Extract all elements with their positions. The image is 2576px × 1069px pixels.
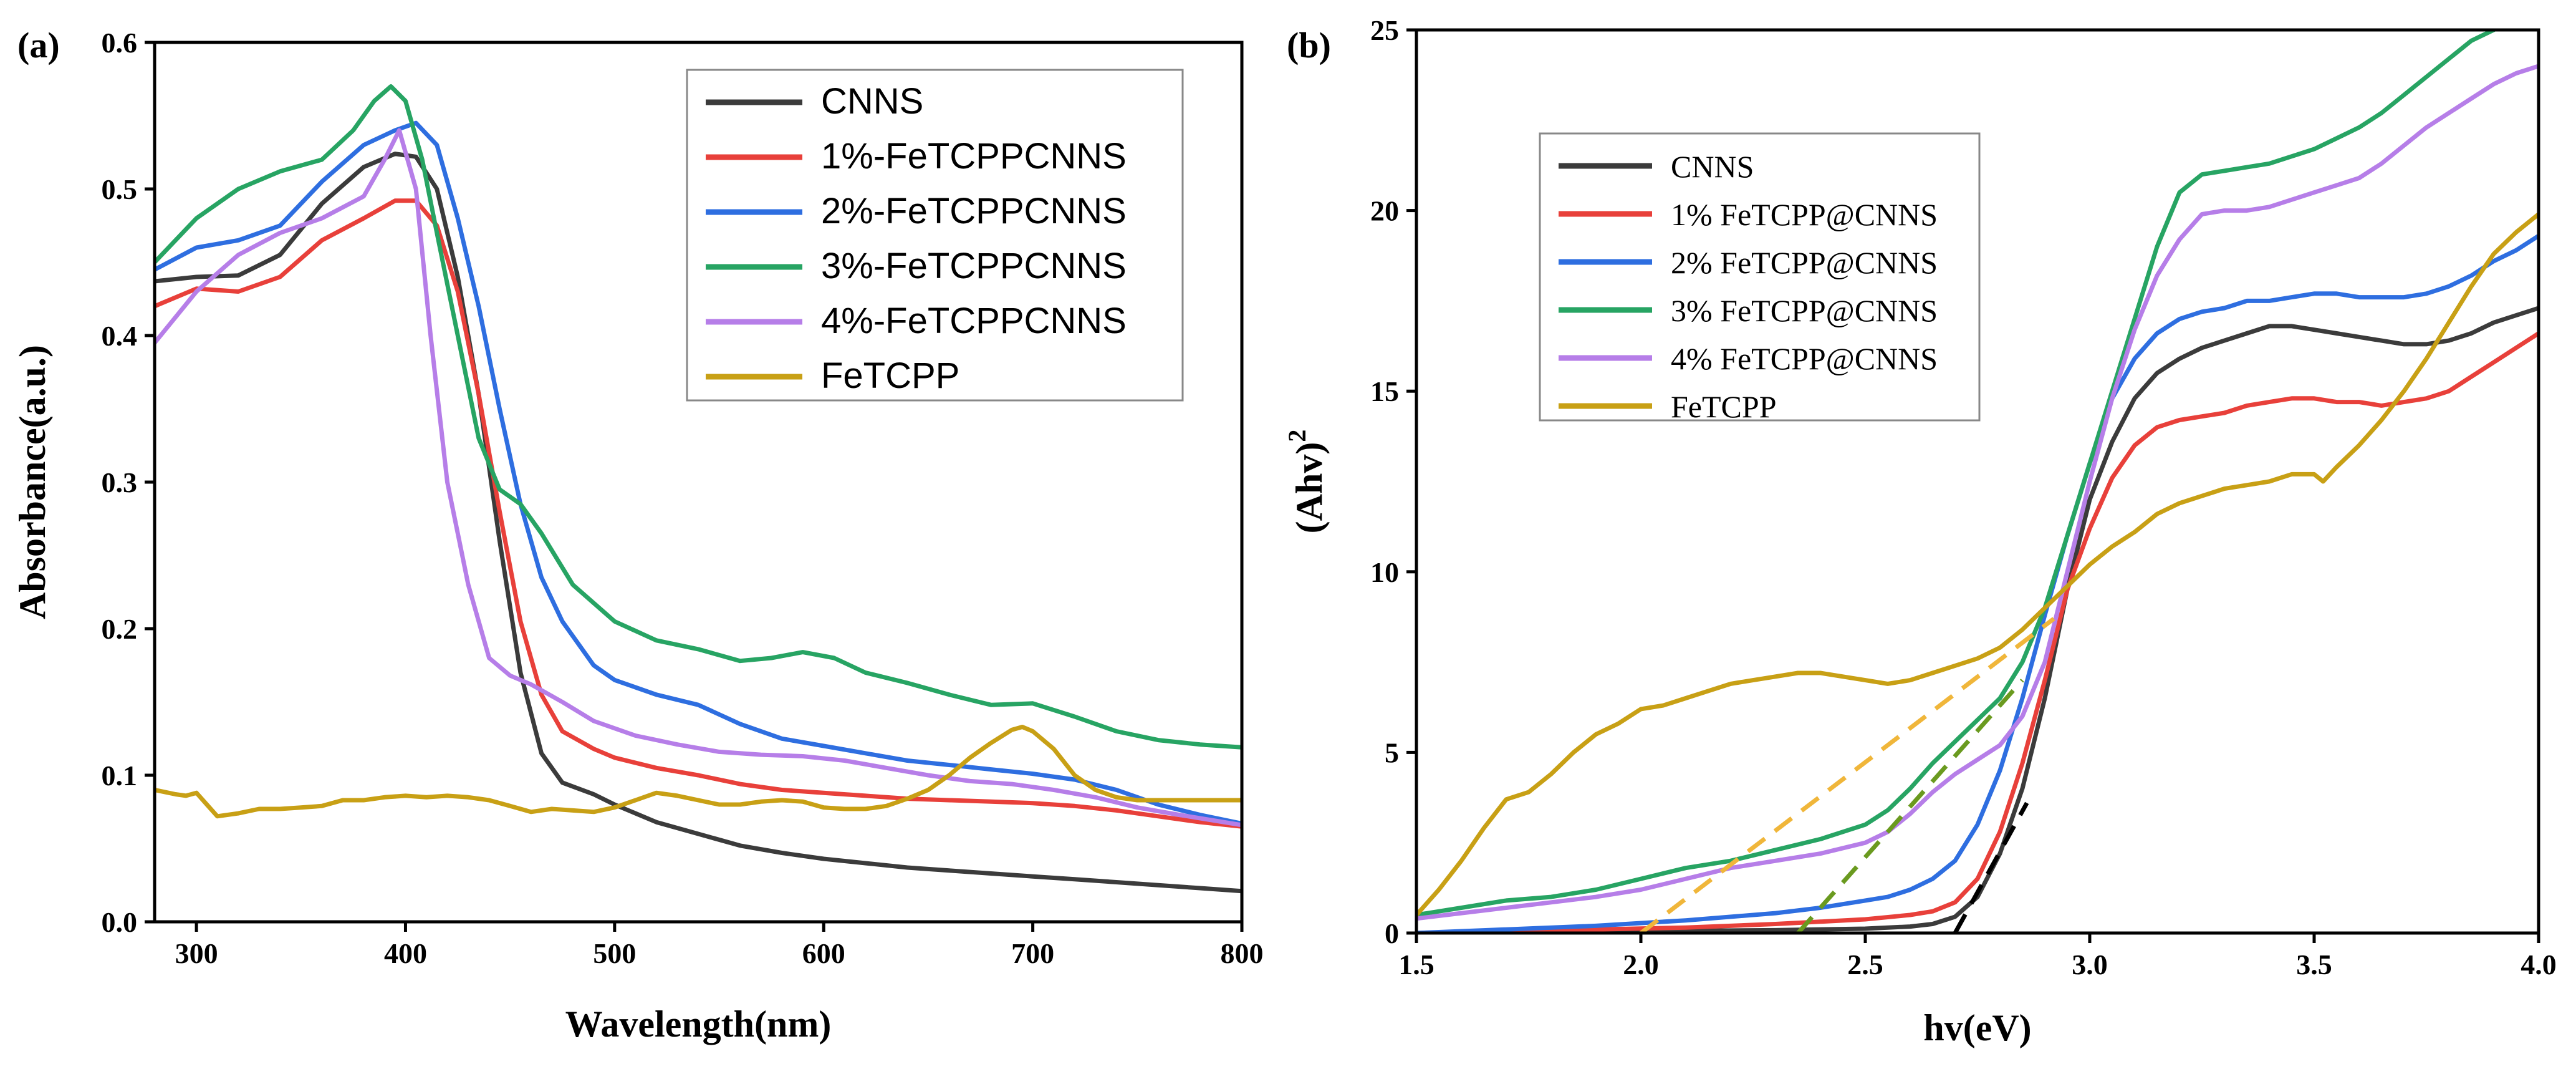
- panel-a-legend-label-1pct-fetcppcnns: 1%-FeTCPPCNNS: [821, 136, 1127, 177]
- panel-a-series-4pct-fetcppcnns: [155, 128, 1242, 828]
- panel-b-y-axis-title: (Ahv)2: [1283, 430, 1330, 534]
- panel-b-label: (b): [1287, 25, 1331, 65]
- panel-a-x-tick-label: 600: [802, 937, 845, 969]
- panel-a-plot-frame: [153, 41, 1244, 924]
- panel-b-legend-label-3pct-fetcpp-cnns: 3% FeTCPP@CNNS: [1671, 293, 1938, 328]
- panel-a-y-tick-label: 0.6: [102, 27, 138, 59]
- panel-b-series-1pct-fetcpp-cnns: [1416, 331, 2539, 933]
- panel-a-absorbance-chart: (a) 300 400 500 600 700 800 0.0 0.1 0.2 0.3 0.4 0.5…: [12, 25, 1264, 1045]
- panel-a-series-3pct-fetcppcnns: [155, 84, 1242, 750]
- panel-b-series-4pct-fetcpp-cnns: [1416, 64, 2539, 921]
- panel-a-legend-label-fetcpp: FeTCPP: [821, 356, 959, 396]
- panel-b-legend-label-2pct-fetcpp-cnns: 2% FeTCPP@CNNS: [1671, 245, 1938, 280]
- panel-b-legend-label-fetcpp: FeTCPP: [1671, 389, 1777, 424]
- panel-a-y-tick-label: 0.1: [102, 760, 138, 791]
- panel-a-legend-label-4pct-fetcppcnns: 4%-FeTCPPCNNS: [821, 301, 1127, 341]
- panel-b-y-axis-base: (Ahv): [1289, 442, 1330, 534]
- panel-b-y-tick-label: 10: [1370, 556, 1399, 588]
- panel-a-series-fetcpp: [155, 725, 1242, 819]
- panel-a-legend-label-3pct-fetcppcnns: 3%-FeTCPPCNNS: [821, 246, 1127, 286]
- panel-a-legend-label-2pct-fetcppcnns: 2%-FeTCPPCNNS: [821, 191, 1127, 231]
- panel-a-y-tick-label: 0.3: [102, 467, 138, 498]
- panel-b-legend-label-4pct-fetcpp-cnns: 4% FeTCPP@CNNS: [1671, 341, 1938, 376]
- panel-b-legend-label-cnns: CNNS: [1671, 149, 1754, 184]
- panel-a-x-tick-label: 300: [175, 937, 218, 969]
- panel-b-series-3pct-fetcpp-cnns: [1416, 30, 2496, 917]
- panel-a-y-axis-title: Absorbance(a.u.): [12, 345, 53, 619]
- panel-b-y-tick-label: 5: [1385, 737, 1399, 768]
- panel-a-y-tick-label: 0.5: [102, 173, 138, 205]
- panel-b-series-cnns: [1416, 306, 2539, 933]
- panel-a-legend: CNNS 1%-FeTCPPCNNS 2%-FeTCPPCNNS 3%-FeTCPPC…: [686, 69, 1184, 402]
- panel-b-y-axis-superscript: 2: [1283, 430, 1311, 442]
- panel-a-x-tick-label: 500: [593, 937, 636, 969]
- panel-b-y-tick-label: 15: [1370, 375, 1399, 407]
- panel-b-plot-frame: [1415, 28, 2540, 935]
- panel-a-x-axis-title: Wavelength(nm): [565, 1004, 832, 1045]
- panel-b-y-tick-label: 0: [1385, 917, 1399, 949]
- panel-b-y-tick-label: 25: [1370, 14, 1399, 46]
- panel-b-x-tick-label: 4.0: [2521, 949, 2557, 980]
- panel-a-y-tick-label: 0.0: [102, 906, 138, 938]
- panel-b-legend-box: [1539, 132, 1981, 422]
- panel-a-label: (a): [17, 25, 60, 65]
- panel-b-x-tick-label: 3.0: [2072, 949, 2108, 980]
- panel-a-y-tick-label: 0.2: [102, 613, 138, 645]
- panel-b-x-tick-label: 2.0: [1623, 949, 1659, 980]
- panel-b-legend-label-1pct-fetcpp-cnns: 1% FeTCPP@CNNS: [1671, 197, 1938, 232]
- panel-a-x-tick-label: 400: [384, 937, 427, 969]
- panel-b-tangent-line-1: [1639, 617, 2055, 933]
- panel-b-x-tick-label: 2.5: [1847, 949, 1883, 980]
- panel-b-x-tick-label: 1.5: [1398, 949, 1435, 980]
- panel-b-series-fetcpp: [1416, 211, 2539, 917]
- panel-a-series-1pct-fetcppcnns: [155, 198, 1242, 829]
- panel-a-legend-label-cnns: CNNS: [821, 81, 923, 122]
- panel-b-y-tick-label: 20: [1370, 195, 1399, 227]
- panel-a-x-tick-label: 800: [1221, 937, 1264, 969]
- panel-a-series-2pct-fetcppcnns: [155, 120, 1242, 826]
- panel-b-series-2pct-fetcpp-cnns: [1416, 233, 2539, 933]
- panel-a-y-tick-label: 0.4: [102, 320, 138, 352]
- panel-b-x-axis-title: hv(eV): [1923, 1007, 2031, 1048]
- panel-b-x-tick-label: 3.5: [2296, 949, 2332, 980]
- panel-a-series-cnns: [155, 152, 1242, 894]
- panel-a-legend-box: [686, 69, 1184, 402]
- panel-a-x-tick-label: 700: [1011, 937, 1054, 969]
- panel-b-tangent-line-2: [1796, 679, 2024, 933]
- panel-b-tangent-line-3: [1953, 801, 2029, 933]
- panel-b-legend: CNNS 1% FeTCPP@CNNS 2% FeTCPP@CNNS 3% FeTCP…: [1539, 132, 1981, 424]
